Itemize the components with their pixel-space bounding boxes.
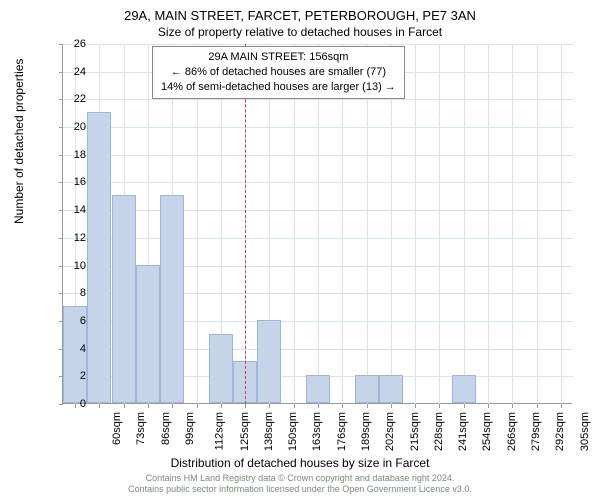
xtick-mark xyxy=(221,404,222,408)
xtick-mark xyxy=(294,404,295,408)
xtick-mark xyxy=(367,404,368,408)
xtick-label: 202sqm xyxy=(384,412,396,451)
xtick-mark xyxy=(415,404,416,408)
xtick-mark xyxy=(464,404,465,408)
xtick-mark xyxy=(172,404,173,408)
xtick-label: 305sqm xyxy=(579,412,591,451)
bar xyxy=(379,375,403,403)
chart-title: 29A, MAIN STREET, FARCET, PETERBOROUGH, … xyxy=(0,0,600,23)
annotation-line2: ← 86% of detached houses are smaller (77… xyxy=(161,65,396,80)
ytick-label: 12 xyxy=(56,232,86,244)
ytick-label: 26 xyxy=(56,38,86,50)
xtick-mark xyxy=(148,404,149,408)
gridline-v xyxy=(415,44,416,404)
footer-line2: Contains public sector information licen… xyxy=(0,484,600,496)
bar xyxy=(306,375,330,403)
bar xyxy=(452,375,476,403)
ytick-label: 18 xyxy=(56,149,86,161)
xtick-label: 163sqm xyxy=(312,412,324,451)
xtick-mark xyxy=(512,404,513,408)
ytick-label: 8 xyxy=(56,287,86,299)
chart-container: 29A, MAIN STREET, FARCET, PETERBOROUGH, … xyxy=(0,0,600,500)
xtick-mark xyxy=(269,404,270,408)
gridline-v xyxy=(488,44,489,404)
chart-area: 29A MAIN STREET: 156sqm ← 86% of detache… xyxy=(62,44,572,404)
footer: Contains HM Land Registry data © Crown c… xyxy=(0,473,600,496)
xtick-mark xyxy=(342,404,343,408)
xtick-label: 73sqm xyxy=(135,412,147,445)
xtick-mark xyxy=(561,404,562,408)
ytick-label: 24 xyxy=(56,66,86,78)
xtick-label: 292sqm xyxy=(554,412,566,451)
xtick-label: 99sqm xyxy=(184,412,196,445)
xtick-label: 150sqm xyxy=(287,412,299,451)
gridline-v xyxy=(512,44,513,404)
xtick-mark xyxy=(318,404,319,408)
xtick-label: 112sqm xyxy=(214,412,226,450)
bar xyxy=(112,195,136,403)
ytick-label: 14 xyxy=(56,204,86,216)
xtick-label: 254sqm xyxy=(482,412,494,451)
bar xyxy=(136,265,160,403)
gridline-v xyxy=(439,44,440,404)
bar xyxy=(87,112,111,403)
xtick-label: 86sqm xyxy=(160,412,172,445)
x-axis-label: Distribution of detached houses by size … xyxy=(0,456,600,470)
xtick-label: 266sqm xyxy=(506,412,518,451)
xtick-mark xyxy=(439,404,440,408)
xtick-label: 176sqm xyxy=(336,412,348,451)
xtick-label: 228sqm xyxy=(433,412,445,451)
xtick-label: 189sqm xyxy=(360,412,372,451)
xtick-label: 279sqm xyxy=(530,412,542,451)
ytick-label: 10 xyxy=(56,260,86,272)
xtick-label: 215sqm xyxy=(409,412,421,451)
ytick-label: 22 xyxy=(56,93,86,105)
annotation-line3: 14% of semi-detached houses are larger (… xyxy=(161,80,396,95)
xtick-mark xyxy=(488,404,489,408)
xtick-label: 241sqm xyxy=(457,412,469,451)
footer-line1: Contains HM Land Registry data © Crown c… xyxy=(0,473,600,485)
gridline-v xyxy=(561,44,562,404)
annotation-line1: 29A MAIN STREET: 156sqm xyxy=(161,50,396,65)
gridline-v xyxy=(537,44,538,404)
xtick-mark xyxy=(99,404,100,408)
bar xyxy=(355,375,379,403)
xtick-mark xyxy=(124,404,125,408)
ytick-label: 16 xyxy=(56,176,86,188)
ytick-label: 4 xyxy=(56,343,86,355)
bar xyxy=(160,195,184,403)
xtick-mark xyxy=(391,404,392,408)
ytick-label: 0 xyxy=(56,398,86,410)
ytick-label: 6 xyxy=(56,315,86,327)
xtick-label: 60sqm xyxy=(111,412,123,445)
ytick-label: 2 xyxy=(56,370,86,382)
gridline-v xyxy=(464,44,465,404)
xtick-mark xyxy=(197,404,198,408)
bar xyxy=(257,320,281,403)
chart-subtitle: Size of property relative to detached ho… xyxy=(0,23,600,39)
y-axis-label: Number of detached properties xyxy=(12,59,26,224)
annotation-box: 29A MAIN STREET: 156sqm ← 86% of detache… xyxy=(152,46,405,99)
xtick-mark xyxy=(537,404,538,408)
bar xyxy=(209,334,233,403)
xtick-mark xyxy=(245,404,246,408)
xtick-label: 125sqm xyxy=(239,412,251,451)
ytick-label: 20 xyxy=(56,121,86,133)
xtick-label: 138sqm xyxy=(263,412,275,451)
